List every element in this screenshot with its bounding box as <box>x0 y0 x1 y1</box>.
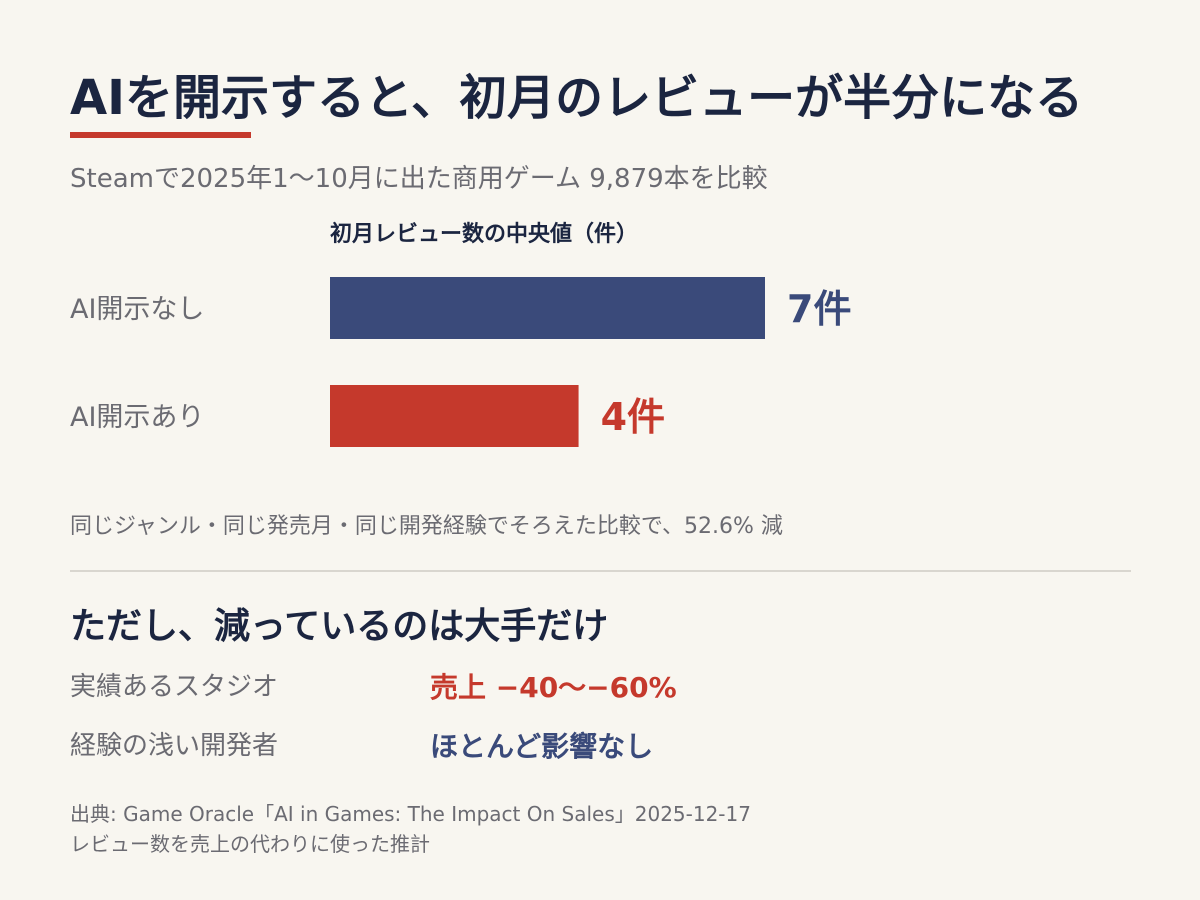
section-title: ただし、減っているのは大手だけ <box>70 606 609 647</box>
row-label-new-developers: 経験の浅い開発者 <box>70 731 279 761</box>
source-note: レビュー数を売上の代わりに使った推計 <box>70 832 430 856</box>
bars-group: AI開示なし 7件 AI開示あり 4件 <box>70 277 851 447</box>
bar-category-label-no-ai-disclosure: AI開示なし <box>70 294 204 325</box>
title-accent-rule <box>70 132 251 138</box>
bar-category-label-ai-disclosure: AI開示あり <box>70 402 204 433</box>
page-subtitle: Steamで2025年1〜10月に出た商用ゲーム 9,879本を比較 <box>70 164 768 194</box>
bar-chart: 初月レビュー数の中央値（件） AI開示なし 7件 AI開示あり 4件 <box>70 221 851 447</box>
comparison-note: 同じジャンル・同じ発売月・同じ開発経験でそろえた比較で、52.6% 減 <box>70 514 783 539</box>
page-title: AIを開示すると、初月のレビューが半分になる <box>70 70 1084 126</box>
row-value-new-developers: ほとんど影響なし <box>430 730 654 763</box>
bar-no-ai-disclosure <box>330 277 765 339</box>
row-label-established-studios: 実績あるスタジオ <box>70 672 279 702</box>
bar-value-label-no-ai-disclosure: 7件 <box>787 287 851 331</box>
bar-value-label-ai-disclosure: 4件 <box>601 395 665 439</box>
chart-title: 初月レビュー数の中央値（件） <box>330 221 638 247</box>
row-value-established-studios: 売上 −40〜−60% <box>430 671 677 704</box>
bar-ai-disclosure <box>330 385 579 447</box>
section-divider <box>70 570 1131 572</box>
source-citation: 出典: Game Oracle「AI in Games: The Impact … <box>70 802 751 826</box>
